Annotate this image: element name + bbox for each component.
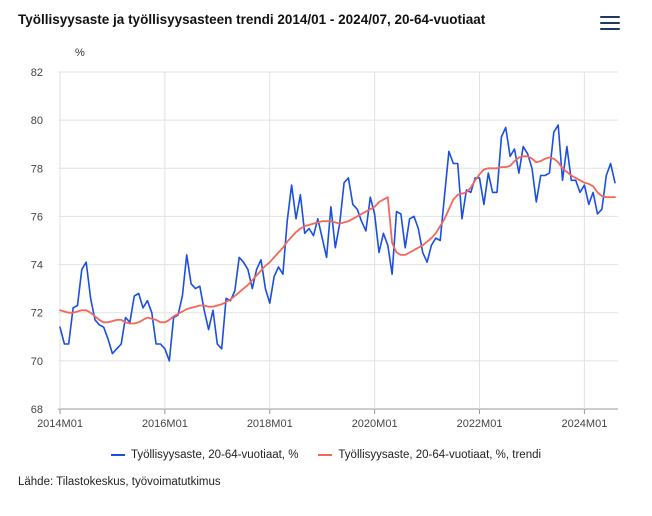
legend-swatch-blue (110, 454, 125, 456)
y-axis-unit-label: % (75, 47, 85, 59)
x-tick-label: 2018M01 (247, 418, 293, 430)
series-line-employment-rate-trend (59, 155, 616, 325)
y-tick-label: 76 (31, 211, 43, 223)
x-tick-label: 2014M01 (37, 418, 83, 430)
legend-item-employment-rate[interactable]: Työllisyysaste, 20-64-vuotiaat, % (110, 449, 299, 461)
y-tick-label: 78 (31, 163, 43, 175)
menu-bar (600, 16, 620, 19)
menu-bar (600, 22, 620, 25)
chart-legend: Työllisyysaste, 20-64-vuotiaat, % Työlli… (0, 449, 652, 461)
x-tick-label: 2020M01 (352, 418, 398, 430)
series-line-employment-rate (59, 124, 616, 362)
y-tick-label: 70 (31, 356, 43, 368)
source-note: Lähde: Tilastokeskus, työvoimatutkimus (18, 476, 221, 488)
legend-item-employment-rate-trend[interactable]: Työllisyysaste, 20-64-vuotiaat, %, trend… (318, 449, 541, 461)
menu-bar (600, 28, 620, 31)
y-tick-label: 82 (31, 67, 43, 79)
x-tick-label: 2016M01 (142, 418, 188, 430)
y-tick-label: 68 (31, 404, 43, 416)
chart-title: Työllisyysaste ja työllisyysasteen trend… (18, 12, 486, 27)
line-chart: 68 70 72 74 76 78 80 82 2014M01 2016M01 2018M01 202… (31, 67, 618, 430)
y-tick-label: 74 (31, 260, 43, 272)
x-tick-label: 2022M01 (457, 418, 503, 430)
legend-swatch-red (318, 454, 333, 456)
x-tick-label: 2024M01 (561, 418, 607, 430)
y-tick-label: 80 (31, 115, 43, 127)
y-tick-label: 72 (31, 308, 43, 320)
legend-label: Työllisyysaste, 20-64-vuotiaat, % (130, 449, 299, 461)
hamburger-menu-icon[interactable] (600, 15, 622, 33)
legend-label: Työllisyysaste, 20-64-vuotiaat, %, trend… (338, 449, 542, 461)
